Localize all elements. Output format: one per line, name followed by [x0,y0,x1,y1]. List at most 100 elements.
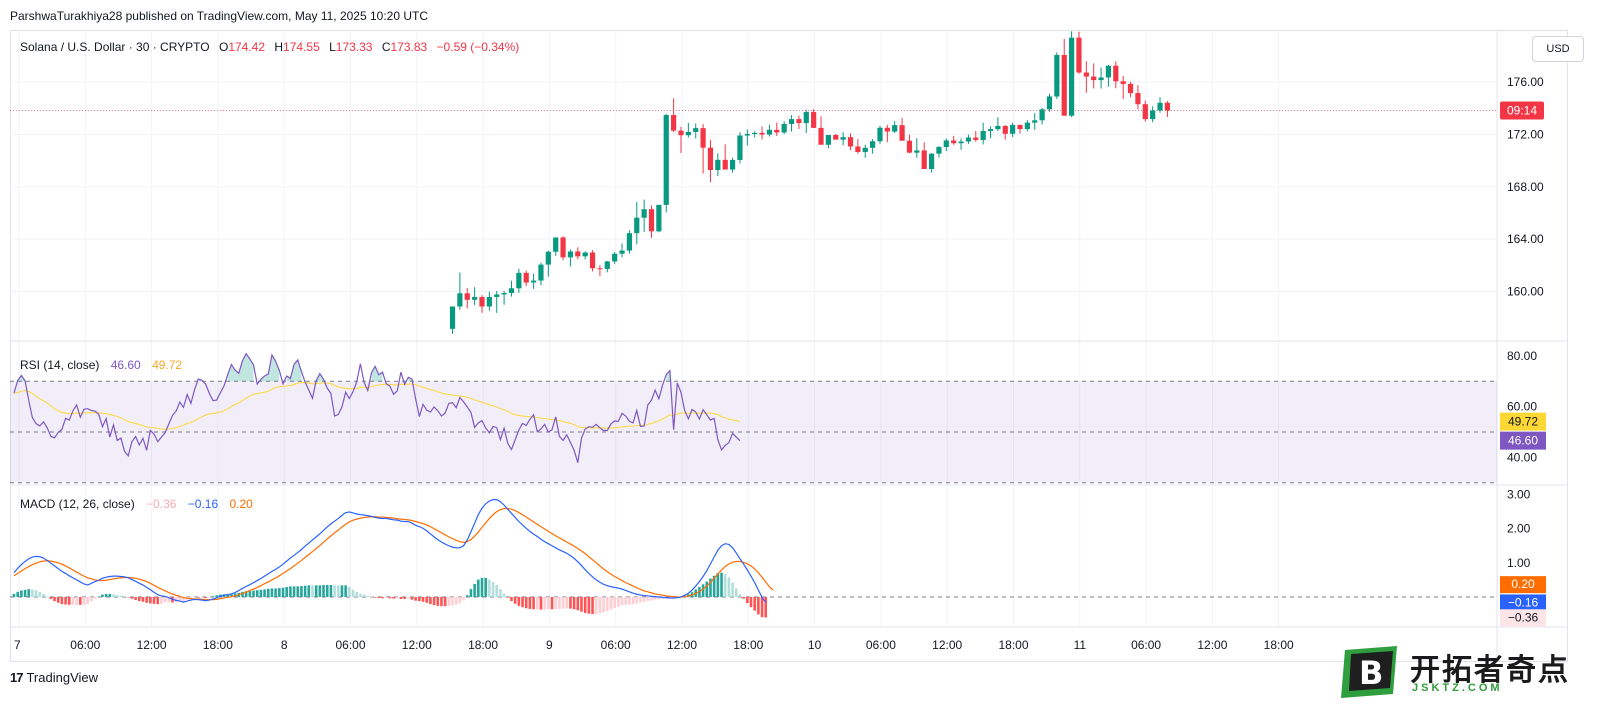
currency-button[interactable]: USD [1532,36,1584,62]
macd-histogram-bar [12,593,16,597]
candle-body [1120,81,1126,84]
macd-histogram-bar [543,596,546,610]
symbol-label[interactable]: Solana / U.S. Dollar · 30 · CRYPTO [20,40,210,54]
macd-histogram-bar [359,593,362,597]
candle-body [995,125,1001,130]
candle-body [1142,104,1148,120]
price-axis-label: 160.00 [1507,285,1544,299]
macd-histogram-bar [554,596,557,609]
candle-body [626,233,632,251]
macd-histogram-bar [303,585,307,597]
rsi-line [13,352,741,463]
macd-histogram-bar [130,596,134,599]
macd-histogram-bar [535,596,539,610]
macd-histogram-bar [366,595,370,597]
macd-histogram-bar [418,596,421,602]
macd-histogram-bar [513,596,517,604]
macd-histogram-bar [646,596,650,602]
macd-histogram-bar [318,585,322,597]
macd-histogram-bar [23,589,27,597]
macd-histogram-bar [60,596,64,605]
macd-hist-badge [1500,609,1546,627]
candle-body [671,115,677,131]
rsi-overbought-fill [286,360,302,382]
time-axis-label: 06:00 [601,638,631,652]
macd-histogram-bar [71,596,75,605]
candle-body [877,127,883,142]
macd-histogram-bar [488,579,491,597]
candle-body [1091,76,1097,81]
time-axis-label: 11 [1074,638,1087,652]
macd-histogram-bar [82,596,86,605]
candle-body [715,159,721,171]
candle-body [1054,54,1060,97]
candle-body [1024,122,1030,130]
rsi-value-badge [1500,431,1546,450]
candle-body [656,204,662,232]
macd-histogram-bar [510,596,513,602]
candle-body [612,253,618,262]
tradingview-logo[interactable]: 17 TradingView [10,670,98,685]
macd-histogram-bar [602,596,605,613]
macd-histogram-bar [167,596,171,603]
candle-body [870,141,876,148]
candle-body [1002,125,1008,134]
macd-signal-value: 0.20 [229,497,253,511]
candle-body [1098,77,1104,81]
candle-body [530,280,537,283]
candle-body [1127,83,1134,94]
rsi-legend: RSI (14, close) 46.60 49.72 [20,358,182,372]
watermark-sub: JSKTZ.COM [1412,682,1503,694]
macd-histogram-bar [285,587,288,597]
macd-histogram-bar [31,589,34,597]
candle-body [1039,109,1045,121]
candle-body [479,297,485,307]
macd-histogram-bar [278,588,281,597]
macd-histogram-bar [248,591,252,597]
rsi-ma-value: 49.72 [152,358,183,372]
macd-histogram-bar [145,596,148,603]
rsi-overbought-fill [17,375,26,382]
macd-histogram-bar [491,581,495,597]
rsi-title[interactable]: RSI (14, close) [20,358,100,372]
macd-histogram-bar [569,596,572,609]
macd-title[interactable]: MACD (12, 26, close) [20,497,135,511]
candle-body [449,306,456,329]
candle-body [980,131,986,140]
macd-histogram-bar [657,596,661,600]
price-axis-label: 172.00 [1507,127,1544,141]
macd-histogram-bar [322,585,325,597]
macd-value: −0.16 [187,497,219,511]
macd-histogram-bar [255,590,259,597]
candle-body [685,131,691,136]
candle-body [729,159,736,170]
candle-body [744,134,750,136]
macd-histogram-bar [289,586,292,597]
candle-body [678,130,684,136]
candle-body [597,268,603,270]
macd-histogram-bar [259,589,263,597]
macd-histogram-bar [101,594,104,597]
macd-histogram-bar [620,596,624,606]
watermark-brand: 开拓者奇点 [1410,654,1570,687]
candle-body [759,132,765,135]
time-axis-label: 12:00 [402,638,432,652]
candle-body [1113,65,1119,82]
candle-body [648,209,655,232]
macd-histogram-bar [384,596,388,598]
tradingview-icon: 17 [10,670,24,685]
candle-body [737,135,743,160]
macd-histogram-bar [355,591,359,597]
time-axis-label: 10 [808,638,822,652]
candle-body [486,296,492,307]
time-axis-label: 18:00 [203,638,233,652]
macd-histogram-bar [200,596,204,598]
macd-histogram-bar [344,585,347,597]
candle-body [523,272,529,283]
candle-body [1017,124,1023,130]
macd-histogram-bar [141,596,145,602]
candle-body [567,251,574,258]
candle-body [928,153,935,170]
macd-histogram-bar [749,596,753,608]
